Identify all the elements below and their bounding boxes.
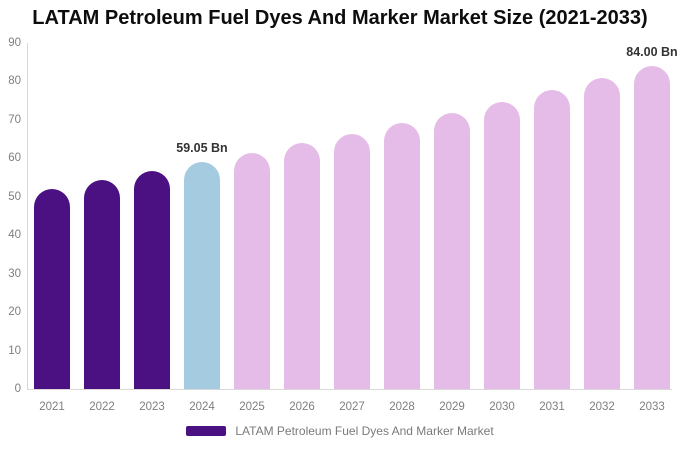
- bar-2033: [634, 66, 670, 389]
- y-tick-label: 60: [8, 152, 21, 165]
- bar-2030: [484, 101, 520, 389]
- bar-2026: [284, 143, 320, 389]
- bar-value-label-2033: 84.00 Bn: [626, 45, 678, 60]
- bar-2029: [434, 112, 470, 389]
- bar-2021: [34, 189, 70, 389]
- bar-2028: [384, 123, 420, 389]
- x-axis-label: 2029: [439, 401, 465, 413]
- y-tick-label: 20: [8, 306, 21, 319]
- x-axis-label: 2030: [489, 401, 515, 413]
- y-tick-label: 0: [14, 383, 21, 395]
- x-axis-label: 2023: [139, 401, 165, 413]
- y-tick-label: 10: [8, 344, 21, 357]
- x-axis-label: 2032: [589, 401, 615, 413]
- bar-2027: [334, 133, 370, 389]
- bar-value-label-2024: 59.05 Bn: [176, 140, 228, 155]
- bar-2024: [184, 161, 220, 389]
- x-axis-label: 2031: [539, 401, 565, 413]
- y-axis-line: [27, 43, 28, 389]
- legend-swatch: [186, 426, 227, 436]
- x-axis-label: 2022: [89, 401, 115, 413]
- legend-label: LATAM Petroleum Fuel Dyes And Marker Mar…: [235, 424, 494, 438]
- bar-2023: [134, 171, 170, 389]
- x-axis-line: [27, 389, 672, 390]
- chart-title: LATAM Petroleum Fuel Dyes And Marker Mar…: [32, 7, 648, 29]
- bar-2032: [584, 78, 620, 389]
- bar-2025: [234, 152, 270, 389]
- y-tick-label: 90: [8, 37, 21, 49]
- legend: LATAM Petroleum Fuel Dyes And Marker Mar…: [0, 424, 680, 438]
- y-tick-label: 50: [8, 190, 21, 203]
- x-axis-label: 2024: [189, 401, 215, 413]
- y-tick-label: 30: [8, 267, 21, 280]
- x-axis-label: 2025: [239, 401, 265, 413]
- bar-2022: [84, 180, 120, 389]
- y-tick-label: 40: [8, 229, 21, 242]
- x-axis-label: 2028: [389, 401, 415, 413]
- y-tick-label: 80: [8, 75, 21, 88]
- x-axis-label: 2033: [639, 401, 665, 413]
- x-axis-label: 2026: [289, 401, 315, 413]
- bar-2031: [534, 90, 570, 389]
- x-axis-label: 2021: [39, 401, 65, 413]
- legend-item[interactable]: LATAM Petroleum Fuel Dyes And Marker Mar…: [186, 424, 494, 438]
- x-axis-label: 2027: [339, 401, 365, 413]
- y-tick-label: 70: [8, 113, 21, 126]
